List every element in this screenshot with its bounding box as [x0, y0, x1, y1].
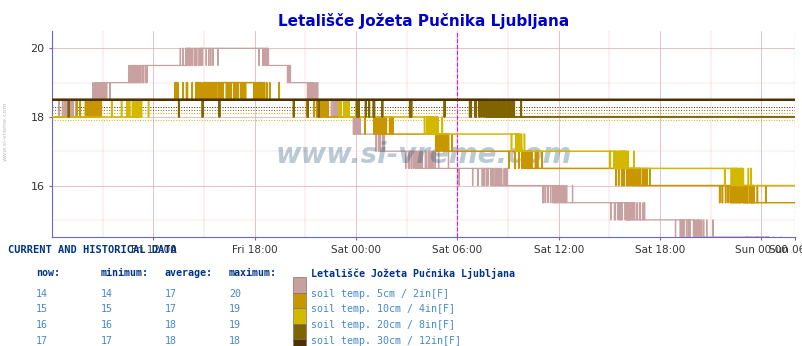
Text: 17: 17 — [164, 289, 176, 299]
Text: minimum:: minimum: — [100, 268, 148, 278]
Text: CURRENT AND HISTORICAL DATA: CURRENT AND HISTORICAL DATA — [8, 245, 176, 255]
Text: 18: 18 — [164, 320, 176, 330]
Text: maximum:: maximum: — [229, 268, 277, 278]
Bar — [293, 293, 306, 309]
Text: 18: 18 — [164, 336, 176, 346]
Bar — [293, 308, 306, 324]
Text: 18: 18 — [229, 336, 241, 346]
Text: 15: 15 — [100, 304, 112, 315]
Text: 17: 17 — [36, 336, 48, 346]
Text: 19: 19 — [229, 304, 241, 315]
Text: 16: 16 — [36, 320, 48, 330]
Text: soil temp. 10cm / 4in[F]: soil temp. 10cm / 4in[F] — [310, 304, 454, 315]
Text: 14: 14 — [100, 289, 112, 299]
Text: soil temp. 20cm / 8in[F]: soil temp. 20cm / 8in[F] — [310, 320, 454, 330]
Bar — [293, 339, 306, 346]
Text: 17: 17 — [164, 304, 176, 315]
Text: www.si-vreme.com: www.si-vreme.com — [275, 141, 571, 169]
Text: 14: 14 — [36, 289, 48, 299]
Text: soil temp. 5cm / 2in[F]: soil temp. 5cm / 2in[F] — [310, 289, 448, 299]
Text: 19: 19 — [229, 320, 241, 330]
Text: average:: average: — [164, 268, 213, 278]
Text: 16: 16 — [100, 320, 112, 330]
Text: 20: 20 — [229, 289, 241, 299]
Text: now:: now: — [36, 268, 60, 278]
Text: 17: 17 — [100, 336, 112, 346]
Bar — [293, 277, 306, 293]
Title: Letališče Jožeta Pučnika Ljubljana: Letališče Jožeta Pučnika Ljubljana — [277, 12, 569, 29]
Text: www.si-vreme.com: www.si-vreme.com — [2, 102, 7, 161]
Bar — [293, 324, 306, 340]
Text: Letališče Jožeta Pučnika Ljubljana: Letališče Jožeta Pučnika Ljubljana — [310, 268, 514, 279]
Text: 15: 15 — [36, 304, 48, 315]
Text: soil temp. 30cm / 12in[F]: soil temp. 30cm / 12in[F] — [310, 336, 460, 346]
